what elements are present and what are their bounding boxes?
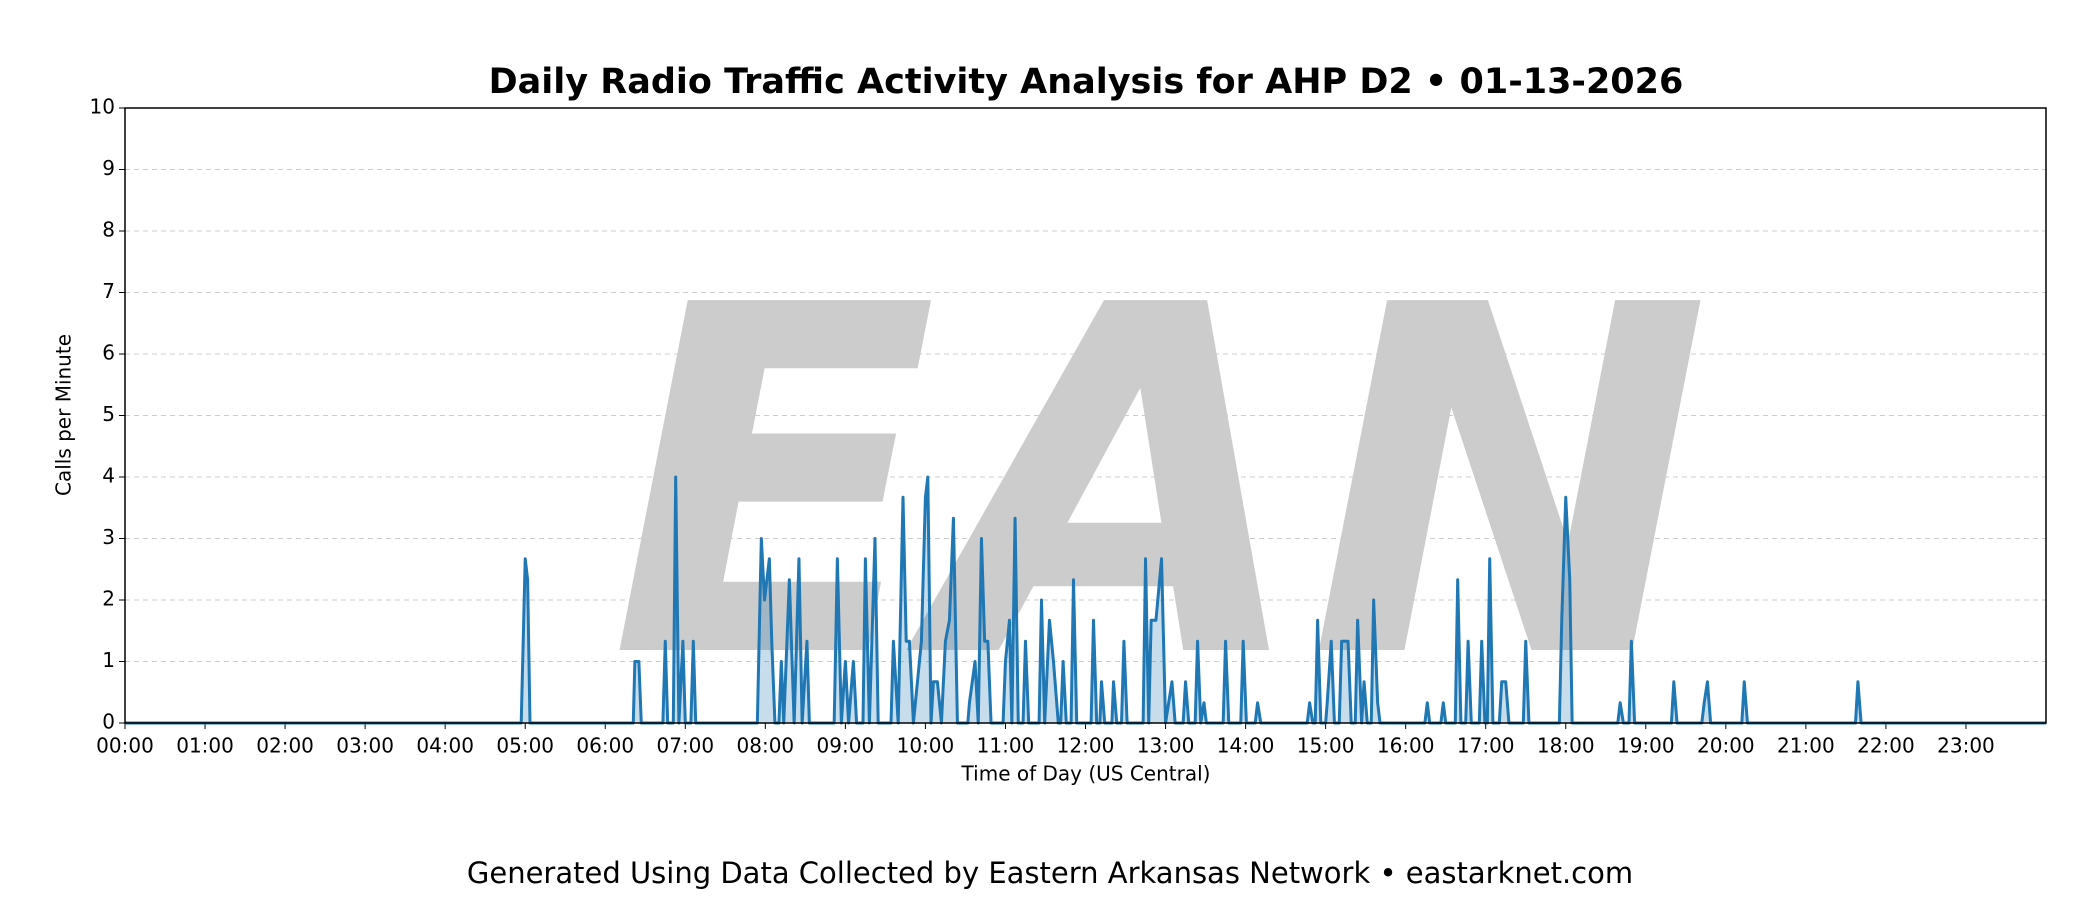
x-tick-label: 00:00 — [96, 734, 154, 758]
x-axis-label: Time of Day (US Central) — [961, 762, 1211, 786]
chart-title: Daily Radio Traffic Activity Analysis fo… — [489, 62, 1684, 102]
y-tick-label: 7 — [102, 279, 115, 303]
x-tick-label: 03:00 — [336, 734, 394, 758]
y-tick-label: 9 — [102, 156, 115, 180]
x-tick-label: 15:00 — [1297, 734, 1355, 758]
x-tick-label: 10:00 — [897, 734, 955, 758]
x-tick-label: 05:00 — [496, 734, 554, 758]
y-tick-label: 3 — [102, 525, 115, 549]
x-tick-label: 11:00 — [977, 734, 1035, 758]
x-tick-label: 13:00 — [1137, 734, 1195, 758]
x-tick-label: 12:00 — [1057, 734, 1115, 758]
x-tick-label: 06:00 — [576, 734, 634, 758]
x-tick-label: 02:00 — [256, 734, 314, 758]
x-tick-label: 23:00 — [1937, 734, 1995, 758]
x-tick-label: 07:00 — [656, 734, 714, 758]
plot: 0 1 2 3 4 5 6 7 8 9 10 00:00 01:00 02:00 03:00 04:00 05:… — [90, 95, 2047, 758]
y-axis-label: Calls per Minute — [52, 334, 76, 496]
footer: Generated Using Data Collected by Easter… — [467, 856, 1633, 890]
y-tick-label: 6 — [102, 341, 115, 365]
x-tick-label: 04:00 — [416, 734, 474, 758]
x-tick-label: 16:00 — [1377, 734, 1435, 758]
x-tick-label: 18:00 — [1537, 734, 1595, 758]
y-tick-label: 10 — [90, 95, 115, 119]
x-tick-label: 19:00 — [1617, 734, 1675, 758]
y-tick-label: 4 — [102, 464, 115, 488]
x-tick-label: 01:00 — [176, 734, 234, 758]
plot-frame — [124, 107, 2047, 724]
y-tick-label: 5 — [102, 402, 115, 426]
x-tick-label: 08:00 — [737, 734, 795, 758]
x-tick-label: 09:00 — [817, 734, 875, 758]
x-tick-label: 14:00 — [1217, 734, 1275, 758]
x-tick-label: 22:00 — [1857, 734, 1915, 758]
x-tick-label: 20:00 — [1697, 734, 1755, 758]
y-tick-label: 2 — [102, 587, 115, 611]
y-tick-label: 0 — [102, 710, 115, 734]
y-tick-label: 1 — [102, 648, 115, 672]
x-tick-label: 21:00 — [1777, 734, 1835, 758]
y-tick-label: 8 — [102, 218, 115, 242]
x-tick-label: 17:00 — [1457, 734, 1515, 758]
